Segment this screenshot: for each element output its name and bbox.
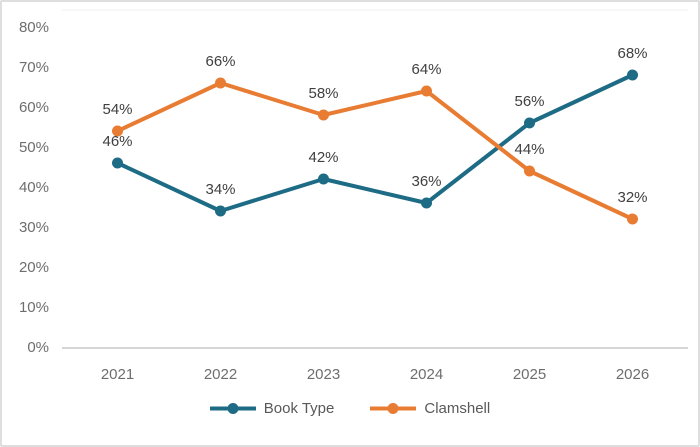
x-axis-tick-label: 2021	[101, 366, 134, 383]
data-point-marker-book-type	[524, 117, 535, 129]
data-point-marker-book-type	[112, 157, 123, 169]
line-chart: 0% 10% 20% 30% 40% 50% 60% 70% 80% 2021 2022 2023 20…	[19, 9, 688, 383]
y-axis-tick-label: 60%	[19, 99, 49, 116]
legend-label: Clamshell	[424, 400, 491, 417]
y-axis-tick-label: 80%	[19, 19, 49, 36]
data-label-clamshell: 64%	[411, 61, 441, 78]
y-axis-tick-label: 50%	[19, 139, 49, 156]
data-point-marker-clamshell	[318, 109, 329, 121]
y-axis-tick-label: 0%	[27, 339, 49, 356]
data-label-clamshell: 32%	[617, 189, 647, 206]
data-point-marker-clamshell	[421, 85, 432, 97]
x-axis-tick-label: 2024	[410, 366, 443, 383]
data-label-clamshell: 44%	[514, 141, 544, 158]
y-axis-tick-label: 10%	[19, 299, 49, 316]
data-point-marker-book-type	[627, 69, 638, 81]
x-axis-tick-label: 2022	[204, 366, 237, 383]
x-axis-tick-label: 2023	[307, 366, 340, 383]
data-label-book-type: 68%	[617, 45, 647, 62]
y-axis-tick-label: 20%	[19, 259, 49, 276]
legend-item-book-type: Book Type	[209, 400, 335, 417]
data-label-book-type: 34%	[205, 181, 235, 198]
legend-line-marker-icon	[370, 403, 417, 414]
data-label-clamshell: 66%	[205, 53, 235, 70]
y-axis-tick-label: 40%	[19, 179, 49, 196]
data-label-book-type: 36%	[411, 173, 441, 190]
data-label-clamshell: 54%	[102, 101, 132, 118]
data-point-marker-clamshell	[215, 77, 226, 89]
y-axis-tick-label: 70%	[19, 59, 49, 76]
x-axis-tick-label: 2026	[616, 366, 649, 383]
legend-label: Book Type	[263, 400, 335, 417]
data-label-clamshell: 58%	[308, 85, 338, 102]
data-point-marker-book-type	[318, 173, 329, 185]
data-label-book-type: 56%	[514, 93, 544, 110]
data-point-marker-book-type	[421, 197, 432, 209]
x-axis-tick-label: 2025	[513, 366, 546, 383]
chart-legend: Book Type Clamshell	[2, 401, 698, 416]
data-point-marker-clamshell	[524, 165, 535, 177]
data-label-book-type: 46%	[102, 133, 132, 150]
y-axis-tick-label: 30%	[19, 219, 49, 236]
data-point-marker-clamshell	[627, 213, 638, 225]
series-line-book-type	[115, 73, 635, 213]
legend-item-clamshell: Clamshell	[370, 401, 490, 416]
data-label-book-type: 42%	[308, 149, 338, 166]
data-point-marker-clamshell	[112, 125, 123, 137]
series-line-clamshell	[115, 81, 635, 221]
legend-line-marker-icon	[209, 403, 256, 414]
data-point-marker-book-type	[215, 205, 226, 217]
